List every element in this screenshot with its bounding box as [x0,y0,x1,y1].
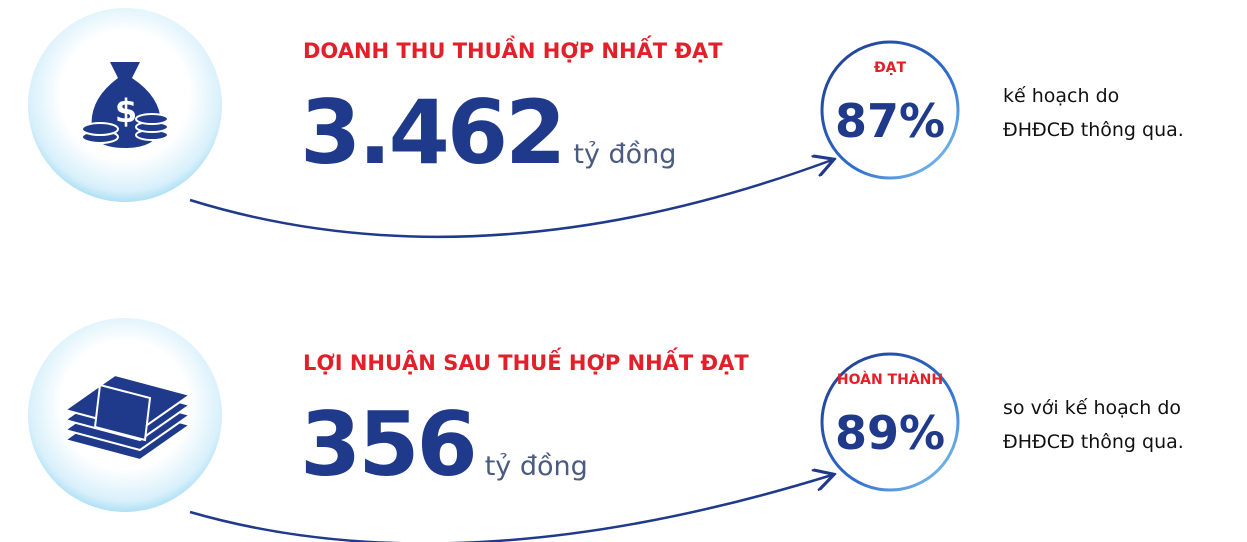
icon-cash [28,318,222,512]
badge-value: 87% [835,94,945,148]
unit: tỷ đồng [485,451,588,482]
section-title: LỢI NHUẬN SAU THUẾ HỢP NHẤT ĐẠT [303,347,749,375]
unit: tỷ đồng [573,139,676,170]
big-number: 356 [300,393,475,496]
icon-money-bag: $ [28,8,222,202]
arrow [189,475,832,542]
arrow [189,160,832,239]
badge [820,40,960,180]
badge [820,352,960,492]
note: kế hoạch do [1003,85,1119,107]
section-title: DOANH THU THUẦN HỢP NHẤT ĐẠT [303,35,723,63]
badge-label: ĐẠT [874,60,907,76]
big-number: 3.462 [300,81,563,184]
note: ĐHĐCĐ thông qua. [1003,119,1184,141]
svg-text:$: $ [115,92,137,130]
badge-value: 89% [835,406,945,460]
note: ĐHĐCĐ thông qua. [1003,431,1184,453]
badge-label: HOÀN THÀNH [837,371,943,388]
note: so với kế hoạch do [1003,397,1181,419]
